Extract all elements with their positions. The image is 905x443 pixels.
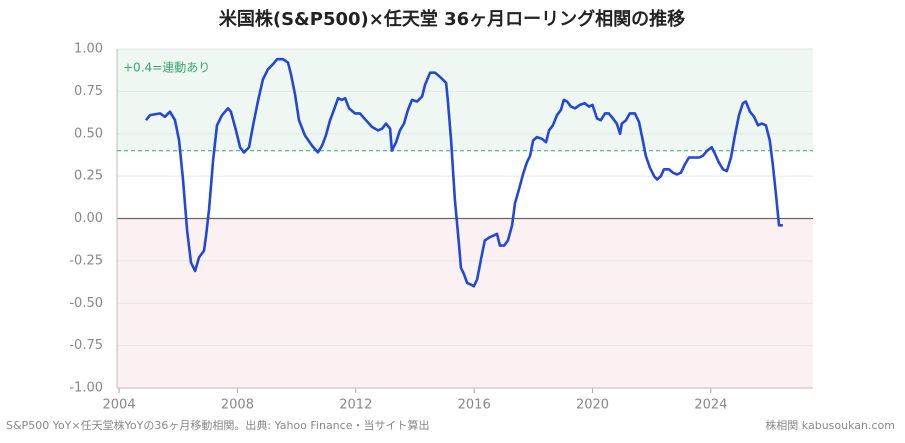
y-tick-label: 0.00 bbox=[74, 211, 103, 226]
y-tick-label: 0.25 bbox=[74, 169, 103, 184]
threshold-label: +0.4=連動あり bbox=[123, 61, 210, 75]
y-tick-label: -0.25 bbox=[69, 253, 103, 268]
x-tick-label: 2008 bbox=[221, 398, 254, 413]
chart-title: 米国株(S&P500)×任天堂 36ヶ月ローリング相関の推移 bbox=[219, 8, 685, 30]
x-tick-label: 2004 bbox=[103, 398, 136, 413]
y-tick-label: 0.75 bbox=[74, 84, 103, 99]
y-tick-label: 0.50 bbox=[74, 126, 103, 141]
x-tick-label: 2024 bbox=[694, 398, 727, 413]
x-tick-label: 2012 bbox=[339, 398, 372, 413]
band bbox=[117, 49, 813, 151]
y-tick-label: -0.75 bbox=[69, 338, 103, 353]
y-tick-label: 1.00 bbox=[74, 42, 103, 57]
x-tick-label: 2016 bbox=[458, 398, 491, 413]
series-line bbox=[144, 57, 783, 288]
footnote: S&P500 YoY×任天堂株YoYの36ヶ月移動相関。出典: Yahoo Fi… bbox=[6, 418, 429, 432]
y-tick-label: -1.00 bbox=[69, 381, 103, 396]
y-tick-label: -0.50 bbox=[69, 296, 103, 311]
credit: 株相関 kabusoukan.com bbox=[765, 418, 895, 432]
x-tick-label: 2020 bbox=[576, 398, 609, 413]
